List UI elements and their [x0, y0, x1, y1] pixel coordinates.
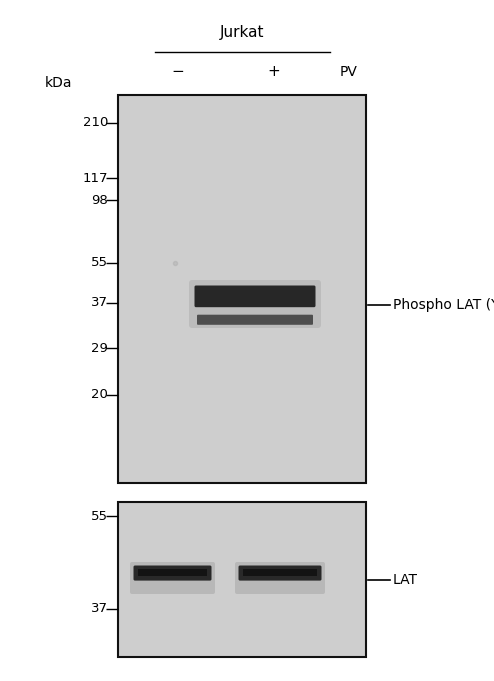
Text: 29: 29 — [91, 341, 108, 355]
Text: kDa: kDa — [44, 76, 72, 90]
Bar — [118, 95, 366, 483]
Text: 55: 55 — [91, 509, 108, 522]
Text: Jurkat: Jurkat — [220, 25, 264, 39]
FancyBboxPatch shape — [133, 565, 211, 581]
Text: −: − — [171, 65, 184, 80]
Text: 210: 210 — [82, 116, 108, 129]
Bar — [243, 569, 317, 575]
Text: LAT: LAT — [393, 573, 418, 587]
Text: PV: PV — [340, 65, 358, 79]
FancyBboxPatch shape — [239, 565, 322, 581]
Bar — [138, 569, 207, 575]
FancyBboxPatch shape — [189, 280, 321, 328]
FancyBboxPatch shape — [197, 315, 313, 325]
Text: 55: 55 — [91, 257, 108, 270]
FancyBboxPatch shape — [130, 562, 215, 594]
Bar — [118, 502, 366, 657]
Text: +: + — [268, 65, 281, 80]
Text: 98: 98 — [91, 193, 108, 206]
Text: 37: 37 — [91, 296, 108, 309]
Text: 20: 20 — [91, 388, 108, 402]
FancyBboxPatch shape — [195, 285, 316, 307]
FancyBboxPatch shape — [235, 562, 325, 594]
Text: 37: 37 — [91, 603, 108, 616]
Text: Phospho LAT (Y161): Phospho LAT (Y161) — [393, 298, 494, 312]
Text: 117: 117 — [82, 172, 108, 185]
